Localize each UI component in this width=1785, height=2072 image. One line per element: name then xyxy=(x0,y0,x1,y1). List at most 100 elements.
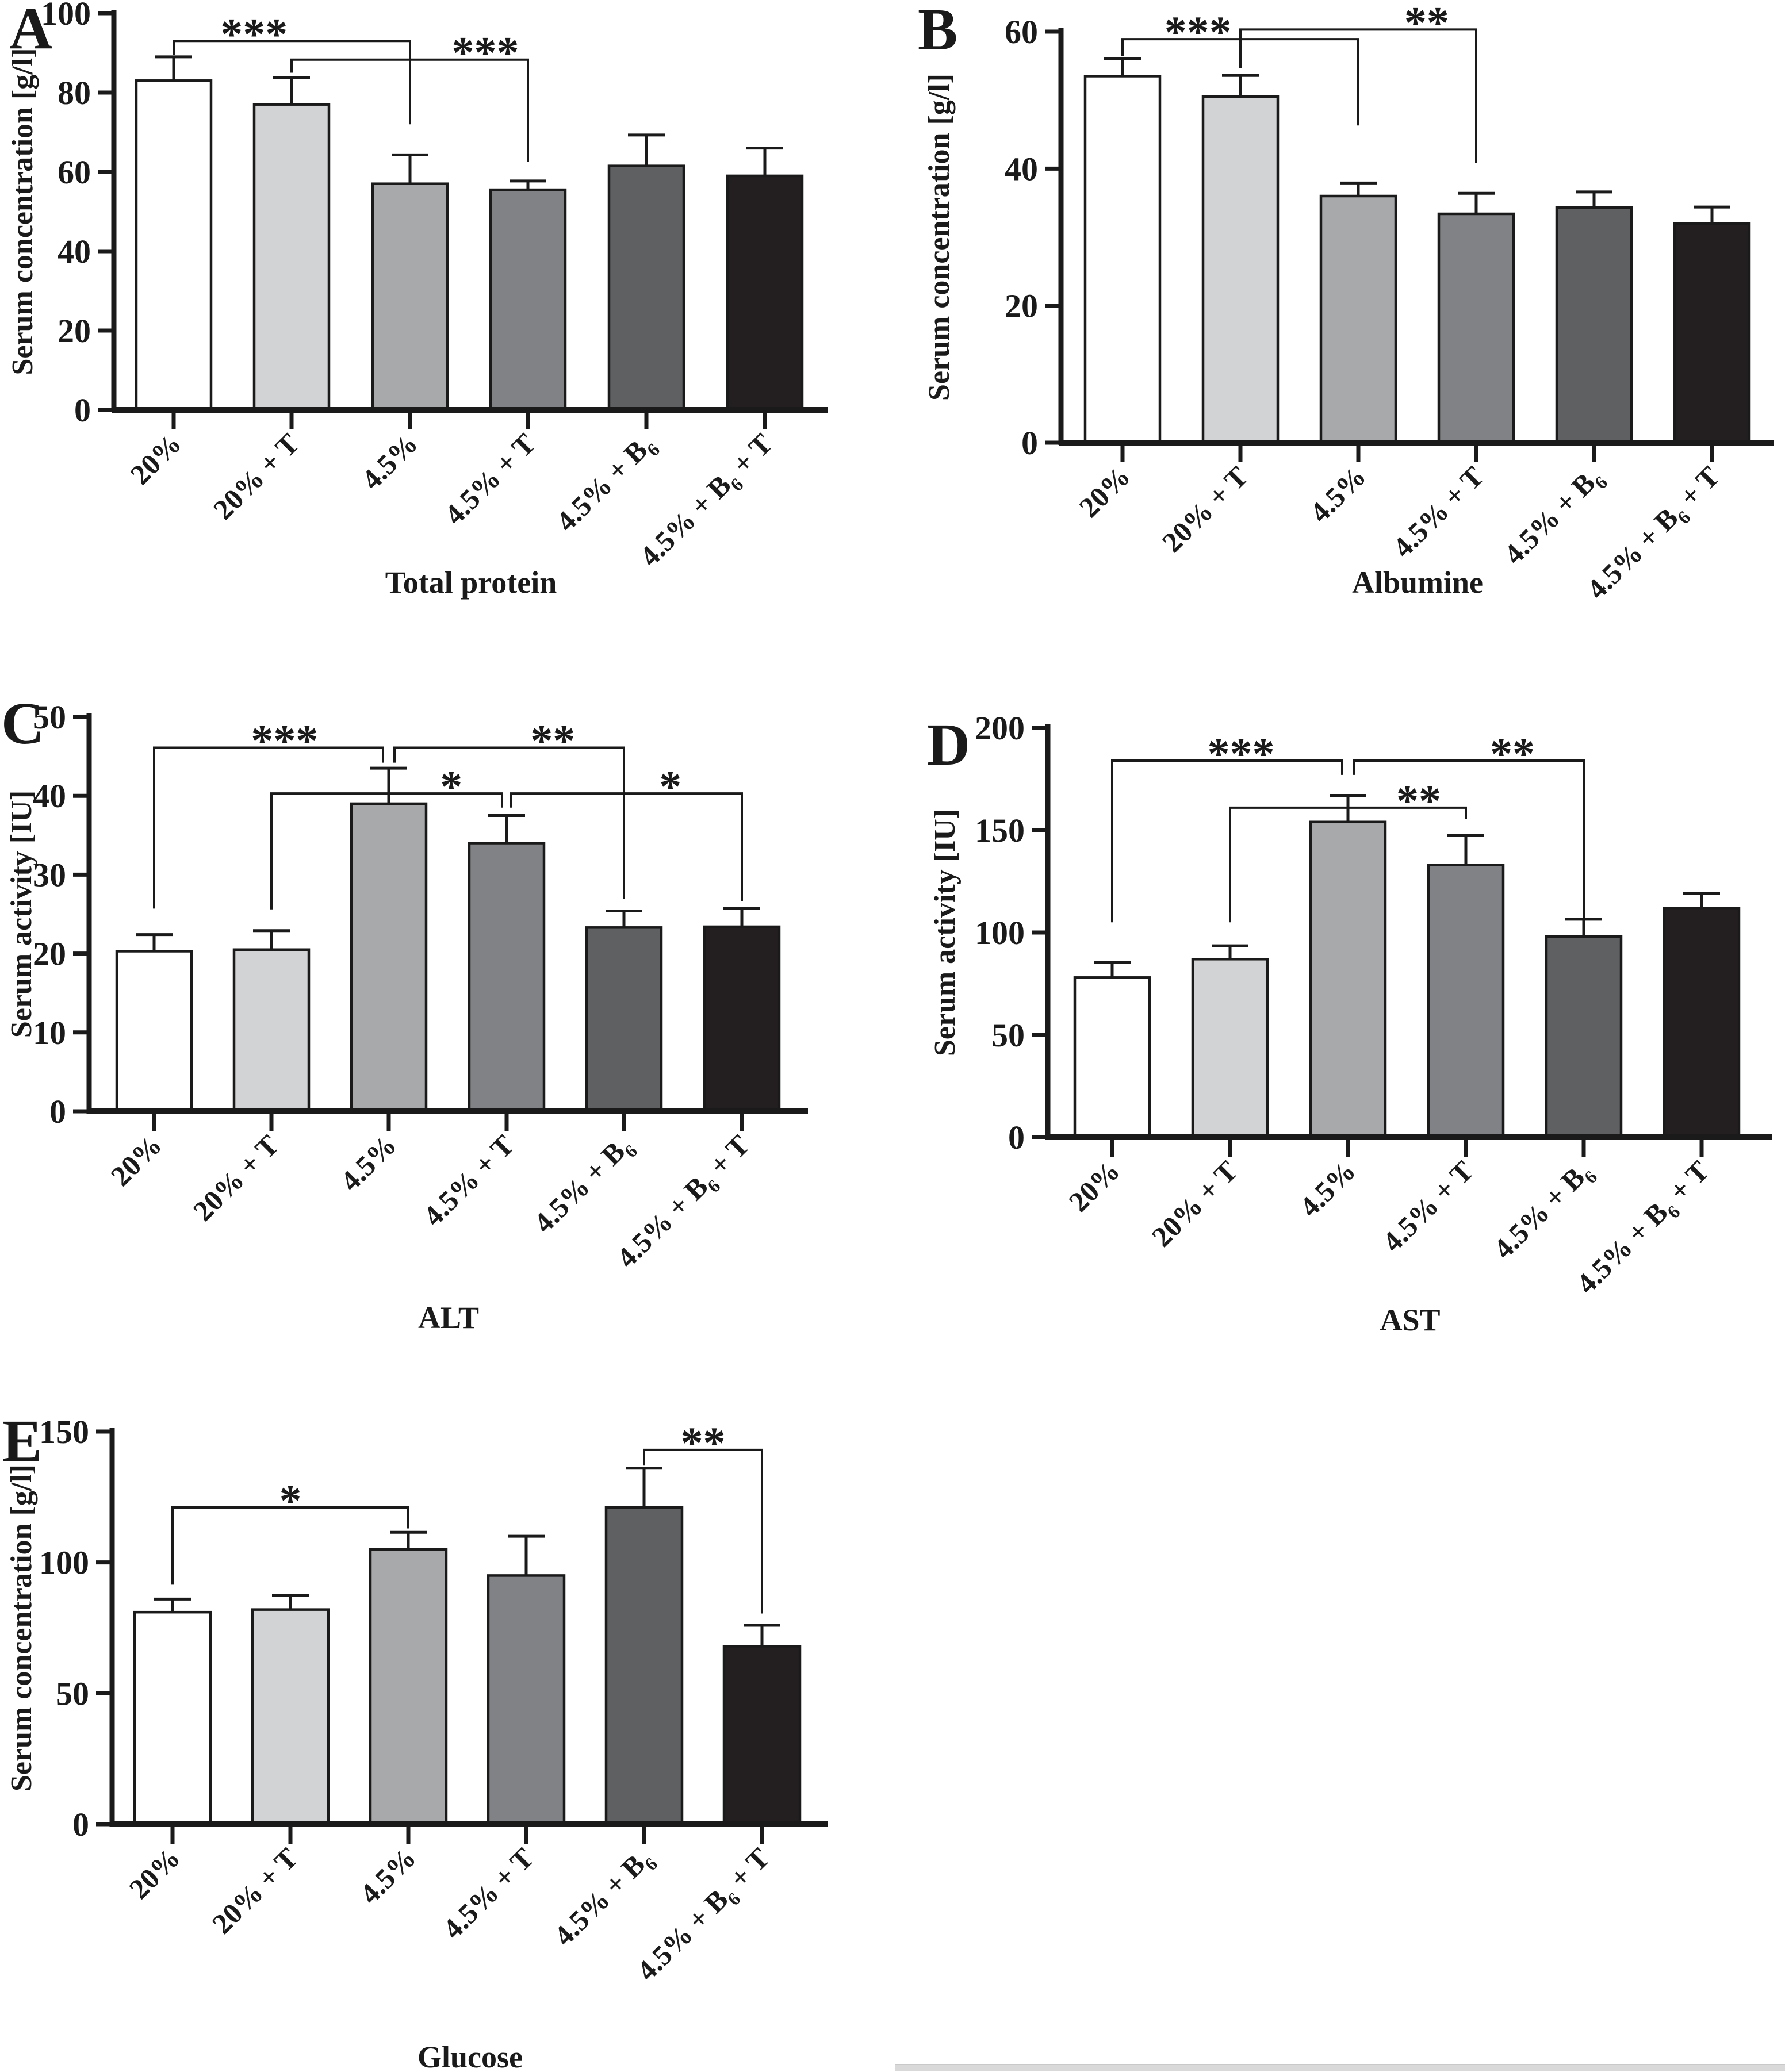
significance-bracket xyxy=(1239,28,1477,163)
bar-D-5 xyxy=(1545,935,1623,1139)
significance-label: *** xyxy=(251,716,318,766)
bar-C-1 xyxy=(115,950,193,1113)
x-category-label: 4.5% + T xyxy=(436,1841,540,1945)
panel-title-B: Albumine xyxy=(1352,565,1483,600)
panel-letter-E: E xyxy=(2,1408,42,1474)
panel-title-A: Total protein xyxy=(385,565,557,600)
significance-label: ** xyxy=(1490,728,1535,778)
significance-label: * xyxy=(440,761,462,811)
bar-C-2 xyxy=(232,948,311,1113)
bar-C-3 xyxy=(350,802,428,1113)
x-category-label: 4.5% xyxy=(354,1841,422,1910)
y-axis-label: Serum concentration [g/l] xyxy=(923,74,956,401)
x-category-label: 20% xyxy=(104,1129,167,1192)
y-tick-label: 50 xyxy=(56,1675,89,1712)
significance-label: ** xyxy=(530,716,575,766)
x-category-label: 20% + T xyxy=(1156,460,1254,558)
significance-bracket xyxy=(643,1448,763,1614)
bar-A-2 xyxy=(252,103,331,412)
y-axis-label: Serum activity [IU] xyxy=(5,791,38,1038)
bar-D-6 xyxy=(1663,907,1741,1139)
y-tick-label: 20 xyxy=(58,312,91,350)
panel-title-D: AST xyxy=(1380,1303,1440,1337)
bar-B-3 xyxy=(1319,194,1397,444)
bar-C-6 xyxy=(703,925,781,1113)
significance-label: * xyxy=(659,761,681,811)
y-tick-label: 20 xyxy=(1005,287,1038,325)
x-category-label: 4.5% + B6 xyxy=(550,427,664,541)
y-tick-label: 0 xyxy=(1008,1119,1025,1156)
y-tick-label: 10 xyxy=(33,1014,66,1052)
significance-bracket xyxy=(1353,759,1585,919)
bar-E-6 xyxy=(722,1645,802,1826)
bar-E-4 xyxy=(487,1574,566,1826)
x-category-label: 4.5% + B6 xyxy=(527,1129,641,1242)
significance-label: *** xyxy=(452,28,519,78)
bar-A-1 xyxy=(135,79,213,412)
x-category-label: 20% + T xyxy=(1146,1154,1244,1253)
y-tick-label: 100 xyxy=(41,0,91,32)
bar-A-3 xyxy=(371,182,449,412)
y-tick-label: 50 xyxy=(33,699,66,736)
significance-label: ** xyxy=(1404,0,1449,47)
significance-bracket xyxy=(153,746,384,909)
x-category-label: 20% + T xyxy=(206,1841,304,1940)
y-tick-label: 150 xyxy=(39,1413,89,1451)
x-category-label: 20% + T xyxy=(207,427,305,525)
y-tick-label: 50 xyxy=(991,1016,1025,1054)
bar-C-4 xyxy=(468,842,546,1113)
y-tick-label: 100 xyxy=(39,1544,89,1582)
bar-E-5 xyxy=(604,1506,684,1826)
significance-label: * xyxy=(279,1475,302,1525)
bar-C-5 xyxy=(585,926,663,1113)
significance-label: *** xyxy=(1208,728,1275,778)
bar-E-2 xyxy=(251,1608,330,1826)
x-category-label: 20% xyxy=(122,1841,186,1905)
panel-letter-C: C xyxy=(1,690,44,757)
significance-bracket xyxy=(393,746,625,899)
significance-bracket xyxy=(173,40,411,125)
y-axis-label: Serum concentration [g/l] xyxy=(5,1464,38,1791)
x-category-label: 20% xyxy=(1062,1154,1125,1218)
bar-E-3 xyxy=(369,1548,448,1826)
x-category-label: 4.5% + T xyxy=(1376,1154,1480,1258)
x-category-label: 20% xyxy=(1072,460,1136,523)
significance-bracket xyxy=(1111,759,1343,923)
bar-D-4 xyxy=(1427,864,1505,1139)
x-category-label: 4.5% + T xyxy=(438,427,542,531)
x-category-label: 4.5% + B6 xyxy=(547,1841,661,1955)
bar-A-6 xyxy=(726,174,804,412)
y-tick-label: 100 xyxy=(975,914,1025,951)
bar-A-4 xyxy=(489,188,567,412)
x-category-label: 4.5% xyxy=(355,427,424,496)
x-category-label: 20% xyxy=(124,427,187,490)
panel-title-C: ALT xyxy=(418,1300,479,1335)
x-category-label: 4.5% xyxy=(1293,1154,1362,1223)
x-category-label: 20% + T xyxy=(187,1129,285,1227)
y-tick-label: 60 xyxy=(58,154,91,191)
bar-E-1 xyxy=(133,1610,212,1826)
bar-D-2 xyxy=(1191,958,1269,1139)
y-tick-label: 200 xyxy=(975,709,1025,747)
significance-bracket xyxy=(171,1506,409,1585)
significance-bracket xyxy=(1229,806,1467,923)
x-category-label: 4.5% xyxy=(1304,460,1372,528)
y-axis-label: Serum concentration [g/l] xyxy=(6,48,39,375)
y-tick-label: 40 xyxy=(58,233,91,270)
bar-B-1 xyxy=(1083,75,1162,444)
bar-D-1 xyxy=(1073,976,1151,1139)
significance-bracket xyxy=(510,792,743,902)
panel-letter-B: B xyxy=(918,0,957,63)
significance-bracket xyxy=(270,792,503,910)
bar-B-6 xyxy=(1673,222,1751,444)
x-category-label: 4.5% + B6 xyxy=(1487,1154,1601,1268)
bar-D-3 xyxy=(1309,820,1387,1139)
significance-label: ** xyxy=(1396,776,1441,826)
y-tick-label: 80 xyxy=(58,74,91,112)
significance-label: *** xyxy=(220,9,288,59)
y-tick-label: 30 xyxy=(33,856,66,893)
y-tick-label: 0 xyxy=(74,392,91,429)
y-tick-label: 150 xyxy=(975,812,1025,849)
